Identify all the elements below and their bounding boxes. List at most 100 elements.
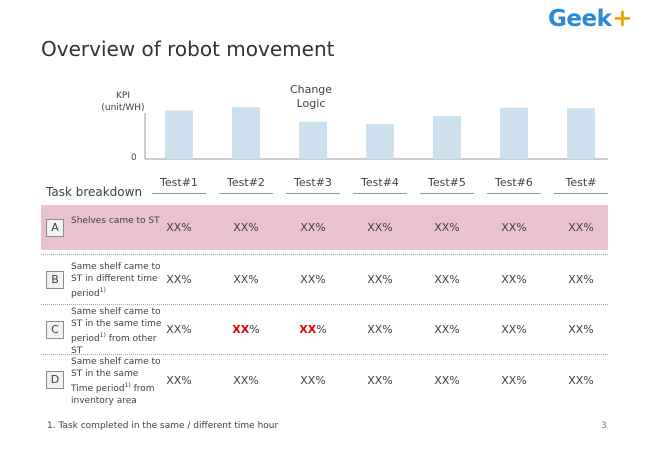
row-label-text: Same shelf came to ST in the same time p… <box>71 307 162 345</box>
task-row-c: C Same shelf came to ST in the same time … <box>41 304 608 357</box>
value-cell: XX% <box>152 374 206 387</box>
value-cell: XX% <box>353 323 407 336</box>
task-row-b: B Same shelf came to ST in different time… <box>41 254 608 304</box>
column-header-5: Test#5 <box>420 176 474 194</box>
row-label-continued: from inventory area <box>71 384 155 406</box>
cell-value: XX% <box>568 273 594 286</box>
cell-value: % <box>316 323 327 336</box>
cell-value: XX% <box>233 373 259 387</box>
value-cell: XX% <box>152 221 206 234</box>
cell-value: XX% <box>367 221 393 234</box>
row-label-text: Same shelf came to ST in different time … <box>71 262 161 300</box>
value-cell: XX% <box>487 374 541 387</box>
cell-value: XX% <box>568 373 594 387</box>
cell-value: XX% <box>501 221 527 234</box>
geek-plus-logo: Geek+ <box>548 4 632 32</box>
cell-value: % <box>249 323 260 336</box>
column-header-4: Test#4 <box>353 176 407 194</box>
cell-value: XX% <box>300 273 326 286</box>
logo-text: Geek <box>548 6 612 32</box>
cell-value: XX% <box>434 221 460 234</box>
cell-value: XX% <box>501 273 527 286</box>
row-letter-badge: D <box>46 371 64 389</box>
value-cell: XX% <box>420 323 474 336</box>
cell-value: XX% <box>434 373 460 387</box>
cell-value: XX% <box>166 273 192 286</box>
value-cell: XX% <box>353 221 407 234</box>
row-label: Same shelf came to ST in the same Time p… <box>71 357 163 407</box>
row-letter-badge: C <box>46 320 64 339</box>
value-cell: XX% <box>286 374 340 387</box>
cell-value: XX% <box>166 373 192 387</box>
highlighted-value: XX <box>232 323 250 336</box>
cell-value: XX% <box>434 323 460 336</box>
value-cell: XX% <box>286 221 340 234</box>
cell-value: XX% <box>233 221 259 234</box>
footnote: 1. Task completed in the same / differen… <box>47 421 279 431</box>
cell-value: XX% <box>300 373 326 387</box>
chart-bar-3 <box>299 121 327 159</box>
chart-bar-1 <box>165 110 193 159</box>
task-row-d: D Same shelf came to ST in the same Time … <box>41 354 608 407</box>
chart-bar-5 <box>433 115 461 159</box>
task-row-a: A Shelves came to ST XX% XX% XX% XX% XX% XX% XX% <box>41 205 608 250</box>
footnote-marker: 1) <box>99 332 106 340</box>
value-cell: XX% <box>219 323 273 336</box>
value-cell: XX% <box>554 221 608 234</box>
page-number: 3 <box>601 421 607 431</box>
value-cell: XX% <box>152 273 206 286</box>
chart-bar-4 <box>366 124 394 159</box>
value-cell: XX% <box>286 323 340 336</box>
value-cell: XX% <box>554 273 608 286</box>
row-label: Same shelf came to ST in the same time p… <box>71 307 163 357</box>
cell-value: XX% <box>166 221 192 234</box>
value-cell: XX% <box>554 374 608 387</box>
chart-y-tick-zero: 0 <box>131 153 137 163</box>
value-cell: XX% <box>420 374 474 387</box>
cell-value: XX% <box>367 373 393 387</box>
value-cell: XX% <box>420 221 474 234</box>
cell-value: XX% <box>233 273 259 286</box>
value-cell: XX% <box>487 323 541 336</box>
cell-value: XX% <box>568 221 594 234</box>
row-letter-badge: A <box>46 218 64 237</box>
value-cell: XX% <box>353 374 407 387</box>
value-cell: XX% <box>219 374 273 387</box>
cell-value: XX% <box>434 273 460 286</box>
cell-value: XX% <box>568 323 594 336</box>
value-cell: XX% <box>487 273 541 286</box>
value-cell: XX% <box>487 221 541 234</box>
row-label: Shelves came to ST <box>71 216 163 228</box>
footnote-marker: 1) <box>124 382 131 390</box>
cell-value: XX% <box>501 323 527 336</box>
chart-bar-2 <box>232 107 260 159</box>
row-letter-badge: B <box>46 270 64 289</box>
task-breakdown-label: Task breakdown <box>46 185 143 199</box>
chart-annotation-change-logic: Change Logic <box>289 83 333 110</box>
cell-value: XX% <box>501 373 527 387</box>
row-label: Same shelf came to ST in different time … <box>71 262 163 301</box>
cell-value: XX% <box>300 221 326 234</box>
column-header-6: Test#6 <box>487 176 541 194</box>
column-header-3: Test#3 <box>286 176 340 194</box>
column-header-2: Test#2 <box>219 176 273 194</box>
row-label-continued: from other ST <box>71 334 157 356</box>
cell-value: XX% <box>166 323 192 336</box>
footnote-marker: 1) <box>99 287 106 295</box>
cell-value: XX% <box>367 323 393 336</box>
chart-bar-7 <box>567 108 595 159</box>
value-cell: XX% <box>152 323 206 336</box>
logo-plus: + <box>612 4 632 32</box>
kpi-bar-chart <box>144 107 608 160</box>
column-header-1: Test#1 <box>152 176 206 194</box>
highlighted-value: XX <box>299 323 317 336</box>
value-cell: XX% <box>219 273 273 286</box>
chart-y-axis-label: KPI (unit/WH) <box>101 91 145 113</box>
value-cell: XX% <box>219 221 273 234</box>
row-label-text: Same shelf came to ST in the same Time p… <box>71 357 161 395</box>
value-cell: XX% <box>286 273 340 286</box>
cell-value: XX% <box>367 273 393 286</box>
value-cell: XX% <box>420 273 474 286</box>
row-label-text: Shelves came to ST <box>71 215 160 226</box>
value-cell: XX% <box>554 323 608 336</box>
